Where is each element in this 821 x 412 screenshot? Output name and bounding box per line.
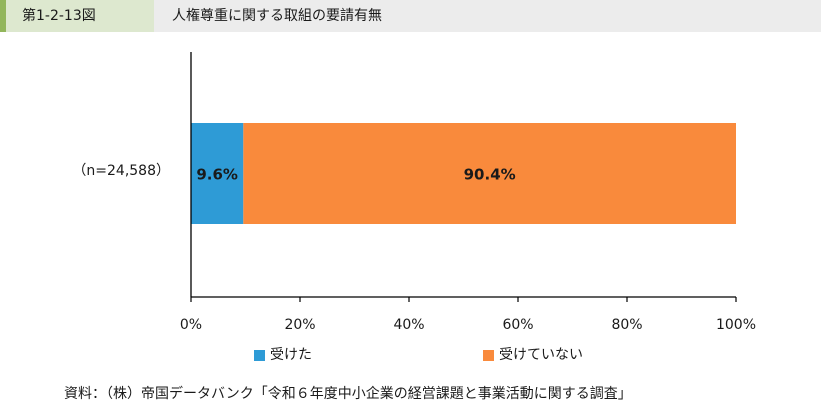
- x-tick-label-4: 80%: [611, 317, 642, 333]
- x-tick-label-1: 20%: [284, 317, 315, 333]
- legend-item-received: 受けた: [254, 346, 312, 364]
- data-label-1: 90.4%: [464, 166, 516, 184]
- x-tick-label-0: 0%: [180, 317, 202, 333]
- legend-label-not-received: 受けていない: [499, 347, 583, 363]
- source-note: 資料：（株）帝国データバンク「令和６年度中小企業の経営課題と事業活動に関する調査…: [64, 386, 632, 402]
- x-tick-label-5: 100%: [716, 317, 756, 333]
- legend-label-received: 受けた: [270, 347, 312, 363]
- x-tick-label-2: 40%: [393, 317, 424, 333]
- legend-swatch-not-received: [483, 349, 494, 361]
- figure-number-box: [6, 0, 154, 32]
- bar-segment-0: [191, 123, 244, 224]
- data-label-0: 9.6%: [196, 166, 238, 184]
- category-label: （n=24,588）: [72, 163, 170, 179]
- legend-item-not-received: 受けていない: [483, 346, 583, 364]
- figure-number: 第1-2-13図: [22, 8, 96, 24]
- bar-segment-1: [243, 123, 736, 224]
- x-tick-label-3: 60%: [502, 317, 533, 333]
- legend-swatch-received: [254, 349, 265, 361]
- title-bar: 第1-2-13図 人権尊重に関する取組の要請有無: [0, 0, 821, 32]
- figure-title: 人権尊重に関する取組の要請有無: [172, 8, 382, 24]
- title-accent: [0, 0, 6, 32]
